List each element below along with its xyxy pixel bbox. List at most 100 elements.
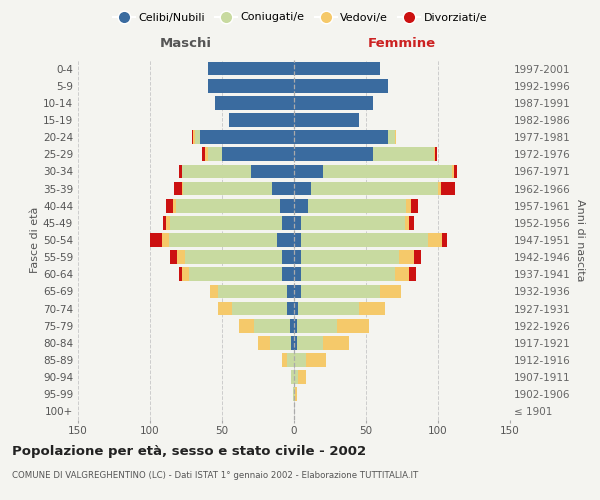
Bar	[239, 319, 254, 332]
Bar	[170, 250, 178, 264]
Bar	[294, 388, 295, 401]
Bar	[297, 319, 337, 332]
Bar	[175, 182, 182, 196]
Bar	[189, 268, 283, 281]
Bar	[182, 182, 183, 196]
Bar	[291, 336, 294, 349]
Bar	[388, 130, 395, 144]
Bar	[287, 284, 294, 298]
Bar	[294, 113, 359, 127]
Bar	[294, 164, 323, 178]
Bar	[294, 216, 301, 230]
Bar	[301, 284, 380, 298]
Bar	[287, 353, 294, 367]
Bar	[294, 250, 301, 264]
Bar	[294, 130, 388, 144]
Bar	[428, 233, 442, 247]
Bar	[395, 268, 409, 281]
Bar	[409, 268, 416, 281]
Y-axis label: Anni di nascita: Anni di nascita	[575, 198, 585, 281]
Bar	[305, 353, 326, 367]
Bar	[294, 302, 298, 316]
Bar	[308, 199, 406, 212]
Bar	[409, 216, 413, 230]
Bar	[251, 164, 294, 178]
Bar	[399, 250, 413, 264]
Bar	[301, 233, 428, 247]
Bar	[454, 164, 457, 178]
Bar	[295, 388, 297, 401]
Bar	[293, 388, 294, 401]
Y-axis label: Fasce di età: Fasce di età	[30, 207, 40, 273]
Bar	[194, 130, 200, 144]
Bar	[294, 233, 301, 247]
Bar	[359, 302, 385, 316]
Bar	[185, 250, 283, 264]
Bar	[294, 370, 298, 384]
Bar	[413, 250, 421, 264]
Bar	[434, 148, 435, 161]
Bar	[442, 233, 446, 247]
Bar	[211, 284, 218, 298]
Bar	[294, 96, 373, 110]
Bar	[208, 62, 294, 76]
Bar	[405, 216, 409, 230]
Bar	[301, 250, 399, 264]
Bar	[176, 199, 280, 212]
Bar	[294, 268, 301, 281]
Bar	[323, 164, 452, 178]
Bar	[222, 148, 294, 161]
Bar	[150, 233, 161, 247]
Bar	[272, 182, 294, 196]
Bar	[169, 233, 277, 247]
Bar	[290, 319, 294, 332]
Bar	[410, 199, 418, 212]
Bar	[283, 250, 294, 264]
Bar	[200, 130, 294, 144]
Bar	[311, 182, 438, 196]
Bar	[205, 148, 208, 161]
Bar	[323, 336, 349, 349]
Bar	[202, 148, 205, 161]
Bar	[192, 130, 193, 144]
Bar	[280, 199, 294, 212]
Legend: Celibi/Nubili, Coniugati/e, Vedovi/e, Divorziati/e: Celibi/Nubili, Coniugati/e, Vedovi/e, Di…	[109, 8, 491, 27]
Bar	[229, 113, 294, 127]
Bar	[294, 148, 373, 161]
Bar	[294, 62, 380, 76]
Bar	[294, 336, 297, 349]
Bar	[166, 199, 173, 212]
Bar	[441, 182, 455, 196]
Bar	[438, 182, 441, 196]
Bar	[254, 319, 290, 332]
Bar	[283, 268, 294, 281]
Bar	[182, 164, 251, 178]
Bar	[269, 336, 291, 349]
Bar	[380, 284, 401, 298]
Bar	[294, 353, 305, 367]
Bar	[232, 302, 287, 316]
Bar	[208, 79, 294, 92]
Bar	[218, 302, 232, 316]
Bar	[294, 182, 311, 196]
Bar	[283, 353, 287, 367]
Bar	[294, 319, 297, 332]
Bar	[301, 216, 405, 230]
Bar	[173, 199, 176, 212]
Bar	[298, 370, 305, 384]
Bar	[166, 216, 170, 230]
Bar	[452, 164, 454, 178]
Bar	[294, 79, 388, 92]
Bar	[218, 284, 287, 298]
Bar	[208, 148, 222, 161]
Text: Popolazione per età, sesso e stato civile - 2002: Popolazione per età, sesso e stato civil…	[12, 445, 366, 458]
Bar	[183, 182, 272, 196]
Bar	[294, 199, 308, 212]
Bar	[163, 216, 166, 230]
Bar	[161, 233, 169, 247]
Bar	[277, 233, 294, 247]
Text: COMUNE DI VALGREGHENTINO (LC) - Dati ISTAT 1° gennaio 2002 - Elaborazione TUTTIT: COMUNE DI VALGREGHENTINO (LC) - Dati IST…	[12, 470, 418, 480]
Bar	[294, 284, 301, 298]
Bar	[178, 250, 185, 264]
Text: Maschi: Maschi	[160, 36, 212, 50]
